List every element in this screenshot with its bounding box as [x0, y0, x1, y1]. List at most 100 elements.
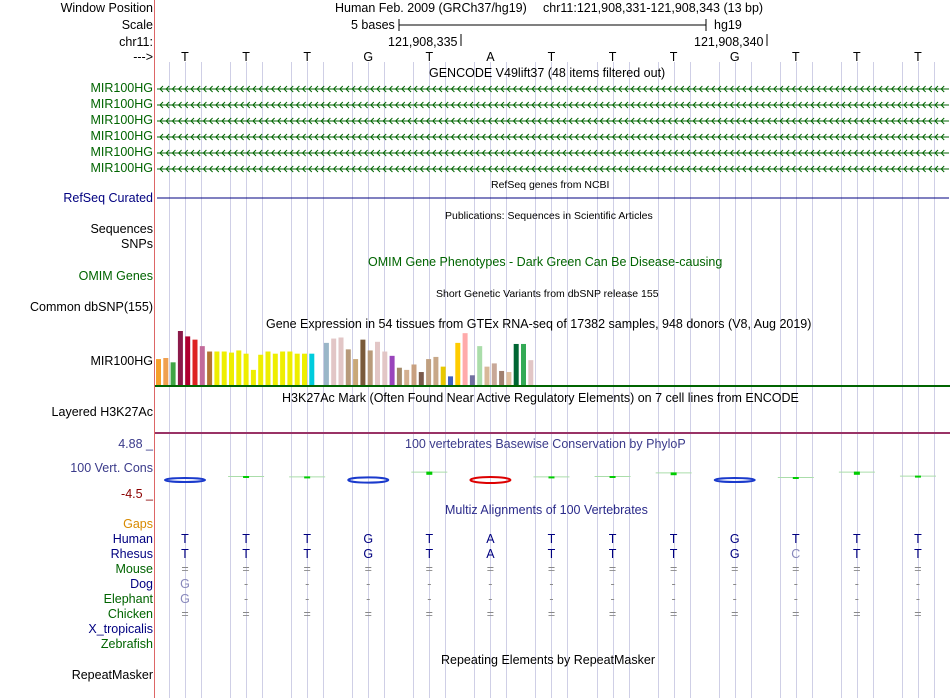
strand-arrow-icon	[407, 101, 412, 109]
strand-arrow-icon	[388, 165, 393, 173]
strand-arrow-icon	[909, 85, 914, 93]
strand-arrow-icon	[884, 117, 889, 125]
strand-arrow-icon	[766, 117, 771, 125]
strand-arrow-icon	[184, 85, 189, 93]
strand-arrow-icon	[630, 117, 635, 125]
gtex-track-title: Gene Expression in 54 tissues from GTEx …	[266, 317, 812, 331]
strand-arrow-icon	[841, 85, 846, 93]
strand-arrow-icon	[463, 117, 468, 125]
multiz-species-label[interactable]: X_tropicalis	[88, 622, 153, 636]
strand-arrow-icon	[940, 133, 945, 141]
gencode-transcript-label[interactable]: MIR100HG	[90, 145, 153, 159]
strand-arrow-icon	[419, 101, 424, 109]
alignment-base-letter: T	[608, 547, 617, 561]
strand-arrow-icon	[822, 165, 827, 173]
phylop-track-label[interactable]: 100 Vert. Cons	[70, 461, 153, 475]
strand-arrow-icon	[940, 117, 945, 125]
strand-arrow-icon	[748, 101, 753, 109]
gencode-transcript-line[interactable]	[157, 164, 949, 174]
dbsnp-track-label[interactable]: Common dbSNP(155)	[30, 300, 153, 314]
h3k27ac-track-title: H3K27Ac Mark (Often Found Near Active Re…	[282, 391, 799, 405]
gtex-expression-chart[interactable]	[155, 330, 535, 386]
alignment-base-letter: -	[793, 577, 798, 591]
strand-arrow-icon	[618, 85, 623, 93]
gencode-transcript-line[interactable]	[157, 84, 949, 94]
strand-arrow-icon	[314, 133, 319, 141]
strand-arrow-icon	[357, 85, 362, 93]
dna-base-letter: T	[425, 50, 434, 64]
strand-arrow-icon	[215, 101, 220, 109]
strand-arrow-icon	[921, 117, 926, 125]
alignment-base-letter: -	[671, 577, 676, 591]
strand-arrow-icon	[866, 117, 871, 125]
multiz-species-label[interactable]: Elephant	[103, 592, 153, 606]
strand-arrow-icon	[252, 149, 257, 157]
strand-arrow-icon	[407, 165, 412, 173]
strand-arrow-icon	[246, 117, 251, 125]
strand-arrow-icon	[320, 117, 325, 125]
strand-arrow-icon	[357, 117, 362, 125]
gencode-transcript-label[interactable]: MIR100HG	[90, 161, 153, 175]
window-position-label: Window Position	[60, 1, 153, 15]
omim-track-label[interactable]: OMIM Genes	[78, 269, 153, 283]
gtex-tissue-bar	[338, 337, 344, 385]
strand-arrow-icon	[165, 101, 170, 109]
strand-arrow-icon	[915, 117, 920, 125]
strand-arrow-icon	[878, 165, 883, 173]
strand-arrow-icon	[779, 101, 784, 109]
strand-arrow-icon	[760, 101, 765, 109]
gencode-transcript-label[interactable]: MIR100HG	[90, 81, 153, 95]
strand-arrow-icon	[717, 165, 722, 173]
gtex-tissue-bar	[265, 351, 271, 385]
strand-arrow-icon	[370, 101, 375, 109]
sequences-track-label[interactable]: Sequences	[90, 222, 153, 236]
strand-arrow-icon	[332, 133, 337, 141]
multiz-species-label[interactable]: Zebrafish	[100, 637, 153, 651]
multiz-species-label[interactable]: Dog	[130, 577, 153, 591]
strand-arrow-icon	[717, 149, 722, 157]
strand-arrow-icon	[258, 101, 263, 109]
strand-arrow-icon	[853, 85, 858, 93]
strand-arrow-icon	[729, 85, 734, 93]
strand-arrow-icon	[680, 85, 685, 93]
refseq-gene-line[interactable]	[157, 197, 949, 201]
multiz-species-label[interactable]: Rhesus	[110, 547, 153, 561]
gtex-gene-label[interactable]: MIR100HG	[90, 354, 153, 368]
alignment-base-letter: -	[549, 592, 554, 606]
gencode-transcript-line[interactable]	[157, 132, 949, 142]
strand-arrow-icon	[711, 117, 716, 125]
strand-arrow-icon	[258, 117, 263, 125]
refseq-track-label[interactable]: RefSeq Curated	[63, 191, 153, 205]
strand-arrow-icon	[326, 149, 331, 157]
gencode-transcript-label[interactable]: MIR100HG	[90, 129, 153, 143]
snps-track-label[interactable]: SNPs	[121, 237, 153, 251]
gencode-transcript-line[interactable]	[157, 148, 949, 158]
strand-arrow-icon	[593, 101, 598, 109]
gencode-transcript-line[interactable]	[157, 100, 949, 110]
alignment-base-letter: =	[914, 562, 922, 576]
multiz-species-label[interactable]: Chicken	[107, 607, 153, 621]
gencode-transcript-line[interactable]	[157, 116, 949, 126]
strand-arrow-icon	[419, 85, 424, 93]
strand-arrow-icon	[394, 149, 399, 157]
strand-arrow-icon	[456, 117, 461, 125]
h3k27ac-track-label[interactable]: Layered H3K27Ac	[51, 405, 153, 419]
strand-arrow-icon	[853, 165, 858, 173]
gencode-transcript-label[interactable]: MIR100HG	[90, 97, 153, 111]
gencode-transcript-label[interactable]: MIR100HG	[90, 113, 153, 127]
multiz-species-label[interactable]: Mouse	[115, 562, 153, 576]
strand-arrow-icon	[165, 149, 170, 157]
strand-arrow-icon	[339, 165, 344, 173]
strand-arrow-icon	[928, 165, 933, 173]
phylop-conservation-chart[interactable]	[155, 450, 950, 498]
strand-arrow-icon	[636, 117, 641, 125]
strand-arrow-icon	[580, 117, 585, 125]
strand-arrow-icon	[314, 85, 319, 93]
strand-arrow-icon	[239, 149, 244, 157]
repeatmasker-track-label[interactable]: RepeatMasker	[71, 668, 153, 682]
multiz-species-label[interactable]: Human	[112, 532, 153, 546]
multiz-track-title: Multiz Alignments of 100 Vertebrates	[445, 503, 648, 517]
strand-arrow-icon	[729, 133, 734, 141]
strand-arrow-icon	[816, 165, 821, 173]
